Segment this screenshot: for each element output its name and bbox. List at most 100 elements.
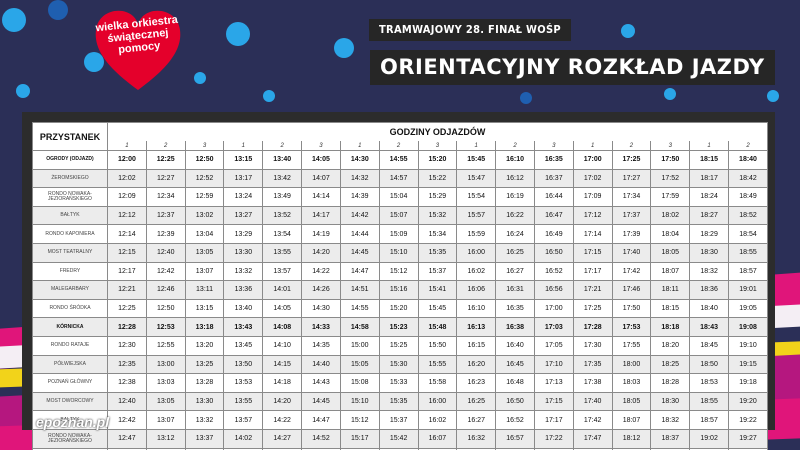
departure-time: 16:37 bbox=[533, 168, 574, 189]
departure-time: 14:30 bbox=[339, 150, 380, 170]
departure-time: 14:47 bbox=[339, 261, 380, 282]
departure-time: 17:27 bbox=[611, 168, 652, 189]
departure-time: 13:05 bbox=[145, 391, 186, 412]
departure-time: 14:47 bbox=[301, 410, 341, 430]
decor-bubble bbox=[2, 8, 26, 32]
departure-time: 12:40 bbox=[107, 391, 147, 412]
departure-time: 15:33 bbox=[378, 373, 419, 393]
stop-name: OGRODY (przyjazd) bbox=[32, 447, 108, 450]
departure-time: 14:22 bbox=[262, 410, 303, 430]
tram-number-cell: 1 bbox=[107, 141, 147, 152]
departure-time: 14:27 bbox=[262, 428, 303, 449]
departure-time: 17:10 bbox=[533, 354, 574, 375]
departures-header: GODZINY ODJAZDÓW bbox=[107, 122, 768, 142]
departure-time: 15:34 bbox=[417, 224, 458, 244]
departure-time: 15:20 bbox=[417, 150, 458, 170]
table-row: OGRODY (odjazd) 12:00 12:25 12:50 13:15 13:40… bbox=[32, 150, 768, 170]
stop-name: KÓRNICKA bbox=[32, 317, 108, 337]
departure-time: 18:00 bbox=[611, 354, 652, 375]
departure-time: 16:52 bbox=[533, 261, 574, 282]
departure-time: 15:17 bbox=[339, 428, 380, 449]
departure-time: 16:32 bbox=[456, 428, 497, 449]
departure-time: 16:06 bbox=[456, 280, 497, 300]
departure-time: 17:12 bbox=[572, 205, 613, 226]
departure-time: 19:34 bbox=[728, 447, 768, 450]
stop-name: RONDO NOWAKA-JEZIORAŃSKIEGO bbox=[32, 428, 108, 449]
departure-time: 15:10 bbox=[339, 391, 380, 412]
departure-time: 16:27 bbox=[456, 410, 497, 430]
decor-bubble bbox=[767, 90, 779, 102]
departure-time: 17:22 bbox=[533, 428, 574, 449]
departure-time: 14:15 bbox=[262, 354, 303, 375]
departure-time: 15:23 bbox=[378, 317, 419, 337]
decor-bubble bbox=[194, 72, 206, 84]
departure-time: 14:58 bbox=[339, 317, 380, 337]
departure-time: 12:47 bbox=[107, 428, 147, 449]
departure-time: 13:07 bbox=[145, 410, 186, 430]
departure-time: 18:49 bbox=[728, 187, 768, 207]
departure-time: 18:55 bbox=[689, 391, 729, 412]
departure-time: 18:15 bbox=[689, 150, 729, 170]
departure-time: 17:50 bbox=[650, 150, 691, 170]
departure-time: 15:47 bbox=[456, 168, 497, 189]
departure-time: 17:09 bbox=[572, 187, 613, 207]
departure-time: 19:10 bbox=[728, 335, 768, 356]
decor-bubble bbox=[16, 84, 30, 98]
tram-number-cell: 3 bbox=[533, 141, 574, 152]
departure-time: 14:01 bbox=[262, 280, 303, 300]
departure-time: 13:04 bbox=[184, 224, 225, 244]
departure-time: 13:50 bbox=[223, 354, 264, 375]
departure-time: 15:54 bbox=[456, 187, 497, 207]
departure-time: 14:26 bbox=[301, 280, 341, 300]
departure-time: 13:57 bbox=[223, 410, 264, 430]
departure-time: 15:45 bbox=[417, 298, 458, 319]
departure-time: 15:10 bbox=[378, 242, 419, 263]
departure-time: 17:59 bbox=[650, 187, 691, 207]
departure-time: 16:02 bbox=[456, 261, 497, 282]
departure-time: 14:42 bbox=[339, 205, 380, 226]
departure-time: 19:27 bbox=[728, 428, 768, 449]
departure-time: 12:34 bbox=[145, 187, 186, 207]
departure-time: 16:13 bbox=[456, 317, 497, 337]
departure-time: 18:12 bbox=[611, 428, 652, 449]
departure-time: 14:59 bbox=[301, 447, 341, 450]
tram-number-cell: 2 bbox=[728, 141, 768, 152]
stop-name: MOST TEATRALNY bbox=[32, 242, 108, 263]
departure-time: 13:32 bbox=[223, 261, 264, 282]
departure-time: 17:52 bbox=[650, 168, 691, 189]
departure-time: 16:10 bbox=[495, 150, 535, 170]
departure-time: 14:35 bbox=[301, 335, 341, 356]
stop-name: RONDO ŚRÓDKA bbox=[32, 298, 108, 319]
departure-time: 16:00 bbox=[456, 242, 497, 263]
departure-time: 13:07 bbox=[184, 261, 225, 282]
departure-time: 18:40 bbox=[689, 298, 729, 319]
departure-time: 13:29 bbox=[223, 224, 264, 244]
departure-time: 18:24 bbox=[689, 187, 729, 207]
departure-time: 14:32 bbox=[339, 168, 380, 189]
departure-time: 16:07 bbox=[417, 428, 458, 449]
departure-time: 12:50 bbox=[145, 298, 186, 319]
departure-time: 12:53 bbox=[145, 317, 186, 337]
departure-time: 18:57 bbox=[689, 410, 729, 430]
stop-name: FREDRY bbox=[32, 261, 108, 282]
tram-number-cell: 1 bbox=[689, 141, 729, 152]
departure-time: 13:49 bbox=[262, 187, 303, 207]
table-row: RONDO RATAJE 12:30 12:55 13:20 13:45 14:10 14:… bbox=[32, 335, 768, 356]
departure-time: 12:27 bbox=[145, 168, 186, 189]
departure-time: 14:07 bbox=[301, 168, 341, 189]
departure-time: 17:35 bbox=[572, 354, 613, 375]
departure-time: 15:59 bbox=[456, 224, 497, 244]
departure-time: 12:55 bbox=[145, 335, 186, 356]
departure-time: 15:20 bbox=[378, 298, 419, 319]
tram-number-cell: 2 bbox=[378, 141, 419, 152]
departure-time: 13:52 bbox=[262, 205, 303, 226]
departure-time: 13:30 bbox=[184, 391, 225, 412]
tram-number-cell: 2 bbox=[262, 141, 303, 152]
departure-time: 15:05 bbox=[339, 354, 380, 375]
departure-time: 15:45 bbox=[456, 150, 497, 170]
tram-number-cell: 1 bbox=[456, 141, 497, 152]
departure-time: 12:02 bbox=[107, 168, 147, 189]
departure-time: 16:45 bbox=[495, 354, 535, 375]
